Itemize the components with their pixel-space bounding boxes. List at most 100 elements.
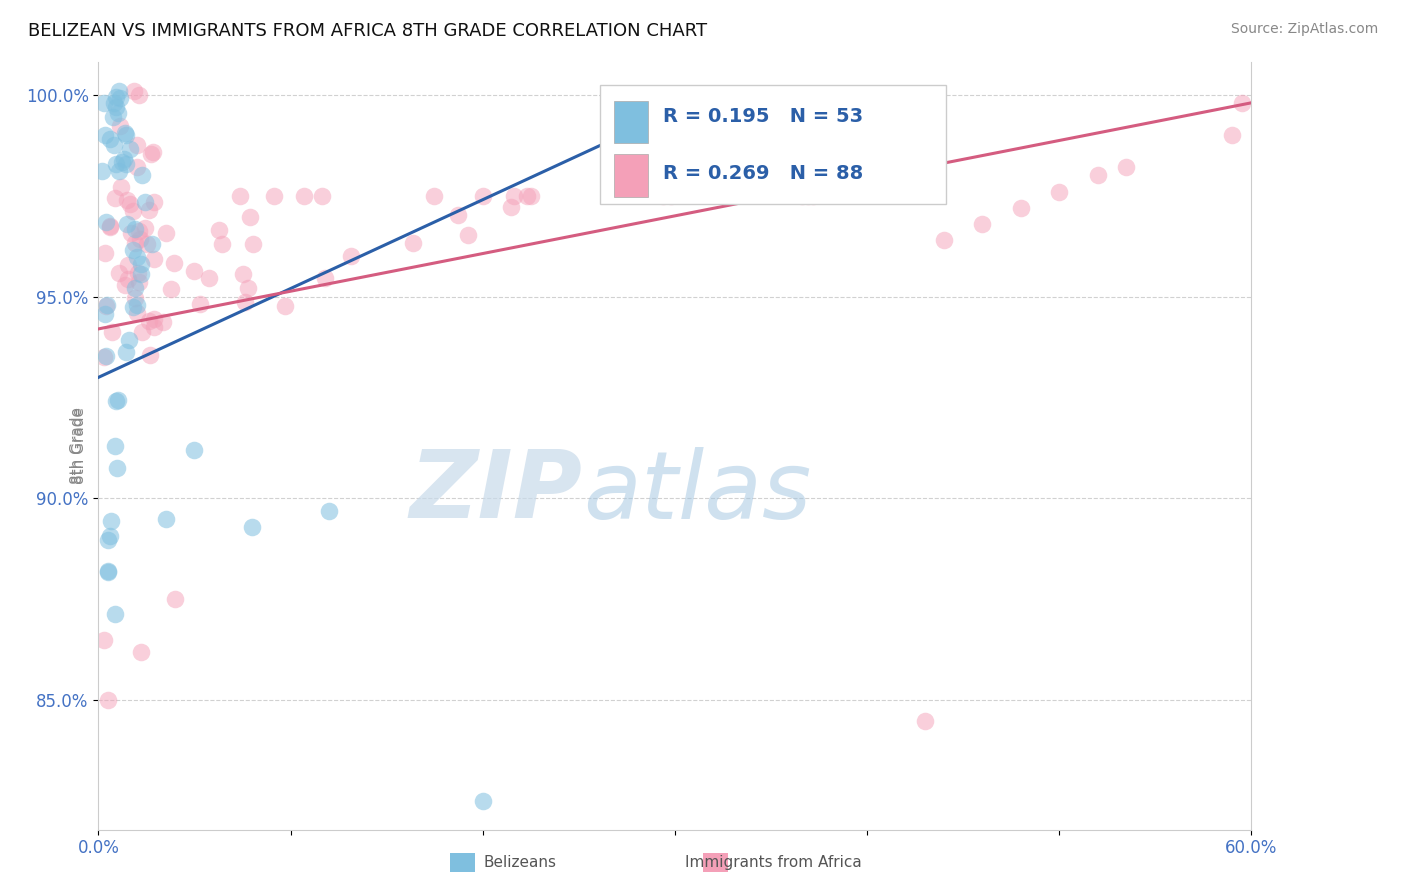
Point xyxy=(128,275,150,289)
Text: atlas: atlas xyxy=(582,447,811,538)
Point xyxy=(211,236,233,251)
Point xyxy=(141,147,163,161)
Point xyxy=(790,188,813,202)
Point xyxy=(165,592,187,607)
Point xyxy=(125,250,148,264)
Point xyxy=(97,693,120,707)
Point xyxy=(122,204,145,219)
Point xyxy=(98,132,121,146)
FancyBboxPatch shape xyxy=(600,86,946,204)
Point xyxy=(143,195,166,210)
Point xyxy=(229,188,252,202)
Point xyxy=(1220,128,1243,142)
Point xyxy=(100,219,122,234)
Point xyxy=(108,266,131,280)
Point xyxy=(103,95,125,110)
Point xyxy=(134,195,156,210)
Point xyxy=(105,89,128,103)
Point xyxy=(236,280,259,294)
Point xyxy=(103,138,125,153)
Point xyxy=(104,191,127,205)
Point xyxy=(659,188,682,202)
Point xyxy=(94,349,117,363)
Text: R = 0.269   N = 88: R = 0.269 N = 88 xyxy=(664,164,863,183)
Point xyxy=(1010,201,1032,215)
Point xyxy=(117,217,139,231)
Text: ZIP: ZIP xyxy=(409,446,582,538)
Point xyxy=(932,233,955,247)
Point xyxy=(1115,161,1137,175)
Point xyxy=(94,307,117,321)
Point xyxy=(242,237,264,252)
Point xyxy=(93,95,115,110)
Point xyxy=(142,320,165,334)
Point xyxy=(127,298,149,312)
Point xyxy=(105,461,128,475)
Point xyxy=(232,267,254,281)
Point xyxy=(103,111,125,125)
Point xyxy=(115,157,138,171)
Point xyxy=(117,272,139,286)
Point xyxy=(108,91,131,105)
Point xyxy=(118,196,141,211)
Point xyxy=(127,266,149,280)
Bar xyxy=(703,853,728,872)
Point xyxy=(114,126,136,140)
Point xyxy=(94,245,117,260)
Point xyxy=(136,236,159,251)
Point xyxy=(292,188,315,202)
Point xyxy=(155,511,177,525)
Point xyxy=(124,221,146,235)
Point xyxy=(240,520,263,534)
Point xyxy=(143,311,166,326)
Point xyxy=(152,315,174,329)
Point xyxy=(127,160,149,174)
Point xyxy=(138,203,160,218)
Point xyxy=(100,514,122,528)
Point xyxy=(96,299,118,313)
Point xyxy=(155,226,177,240)
Y-axis label: 8th Grade: 8th Grade xyxy=(72,408,87,484)
Point xyxy=(652,188,675,202)
Point xyxy=(142,252,165,266)
Point xyxy=(97,565,120,579)
Point xyxy=(797,188,820,202)
Point xyxy=(311,188,333,202)
Point xyxy=(121,243,143,257)
Point xyxy=(503,188,526,202)
Point xyxy=(103,607,125,621)
Point xyxy=(96,215,118,229)
Point xyxy=(93,632,115,647)
Point xyxy=(139,348,162,362)
Point xyxy=(122,84,145,98)
Point xyxy=(447,208,470,222)
Text: R = 0.195   N = 53: R = 0.195 N = 53 xyxy=(664,107,863,126)
Point xyxy=(188,297,211,311)
Point xyxy=(972,217,994,231)
Point xyxy=(110,180,132,194)
Point xyxy=(208,223,231,237)
Point xyxy=(1087,169,1109,183)
Point xyxy=(472,188,495,202)
Point xyxy=(129,257,152,271)
Point xyxy=(197,271,219,285)
Point xyxy=(314,271,336,285)
Point xyxy=(104,157,127,171)
Point xyxy=(118,333,141,347)
Point xyxy=(142,145,165,159)
Point xyxy=(125,138,148,153)
Point xyxy=(108,84,131,98)
Point xyxy=(110,120,132,134)
Point xyxy=(801,188,824,202)
Point xyxy=(141,237,163,252)
Point xyxy=(117,258,139,272)
Point xyxy=(402,235,425,250)
Point xyxy=(104,439,127,453)
Point xyxy=(118,142,141,156)
Point xyxy=(104,394,127,409)
Point xyxy=(274,299,297,313)
Point xyxy=(108,164,131,178)
Text: Immigrants from Africa: Immigrants from Africa xyxy=(685,855,862,870)
Point xyxy=(340,249,363,263)
Point xyxy=(124,235,146,250)
